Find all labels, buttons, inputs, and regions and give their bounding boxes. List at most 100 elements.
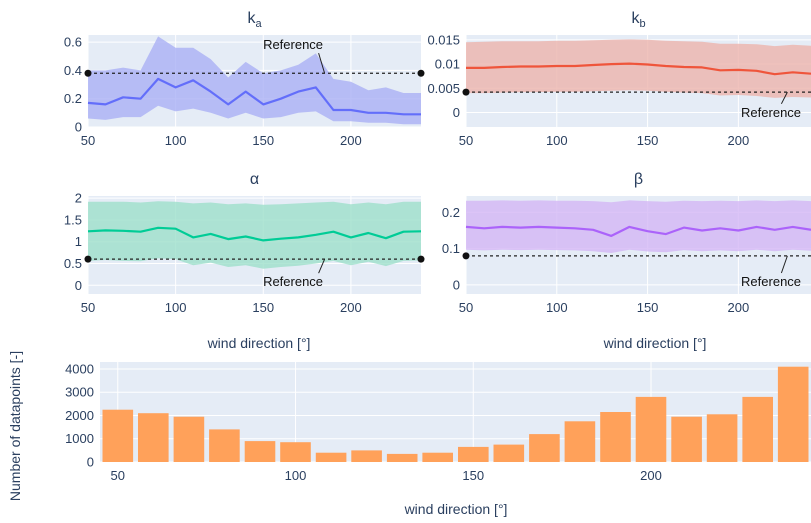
- subplot-kb: 50 100 150 200 0 0.005 0.01 0.015 Reference kb: [427, 10, 811, 148]
- reference-marker: [84, 69, 92, 77]
- uncertainty-band: [466, 39, 811, 98]
- reference-label: Reference: [741, 274, 801, 289]
- bar: [173, 416, 205, 462]
- y-tick-label: 0.1: [442, 241, 460, 256]
- series-line: [465, 225, 811, 237]
- uncertainty-band: [88, 201, 421, 269]
- x-tick-label: 200: [728, 300, 750, 315]
- x-tick-label: 150: [252, 300, 274, 315]
- bar: [671, 416, 702, 462]
- x-tick-label: 100: [546, 133, 568, 148]
- x-tick-label: 150: [637, 133, 659, 148]
- x-tick-label: 50: [81, 133, 95, 148]
- bar: [422, 452, 453, 462]
- bar: [529, 434, 560, 462]
- y-tick-label: 1: [75, 234, 82, 249]
- series-line: [87, 226, 422, 242]
- x-tick-label: 200: [728, 133, 750, 148]
- y-tick-label: 0: [75, 120, 82, 135]
- reference-marker: [417, 255, 425, 263]
- y-tick-label: 0: [453, 277, 460, 292]
- x-tick-label: 100: [546, 300, 568, 315]
- reference-label: Reference: [263, 274, 323, 289]
- xaxis-label-top-left: wind direction [°]: [207, 335, 311, 351]
- y-tick-label: 0: [87, 455, 94, 470]
- reference-pointer: [780, 91, 788, 105]
- y-tick-label: 4000: [65, 361, 94, 376]
- y-tick-label: 1000: [65, 431, 94, 446]
- x-tick-label: 150: [252, 133, 274, 148]
- bar: [706, 414, 738, 462]
- y-tick-label: 2: [75, 191, 82, 206]
- x-tick-label: 50: [81, 300, 95, 315]
- reference-label: Reference: [263, 37, 323, 52]
- x-tick-label: 50: [459, 133, 473, 148]
- subplot-title: β: [634, 171, 643, 188]
- y-tick-label: 0.005: [427, 81, 460, 96]
- subplot-beta: 50 100 150 200 0 0.1 0.2 Reference β: [442, 171, 811, 315]
- x-tick-label: 200: [640, 468, 662, 483]
- series-line: [87, 77, 421, 116]
- bar: [102, 409, 134, 462]
- subplot-title-subscript: b: [639, 18, 645, 30]
- y-tick-label: 0.4: [64, 63, 82, 78]
- bar: [209, 429, 240, 462]
- x-tick-label: 200: [340, 300, 362, 315]
- x-tick-label: 50: [459, 300, 473, 315]
- y-tick-label: 3000: [65, 385, 94, 400]
- reference-pointer: [318, 53, 326, 74]
- y-tick-label: 1.5: [64, 212, 82, 227]
- yaxis-label-datapoints: Number of datapoints [-]: [7, 351, 23, 501]
- bar: [600, 412, 631, 462]
- bar: [742, 396, 773, 462]
- x-tick-label: 100: [165, 133, 187, 148]
- y-tick-label: 0.6: [64, 35, 82, 50]
- x-tick-label: 100: [165, 300, 187, 315]
- reference-marker: [462, 252, 470, 260]
- bar: [280, 442, 311, 462]
- y-tick-label: 0.2: [442, 205, 460, 220]
- x-tick-label: 200: [340, 133, 362, 148]
- subplot-title: kb: [631, 10, 645, 30]
- x-tick-label: 150: [637, 300, 659, 315]
- y-tick-label: 0.01: [435, 57, 460, 72]
- x-tick-label: 50: [111, 468, 125, 483]
- reference-pointer: [780, 255, 788, 274]
- uncertainty-band: [466, 200, 811, 253]
- reference-marker: [417, 69, 425, 77]
- xaxis-label-top-right: wind direction [°]: [603, 335, 707, 351]
- reference-label: Reference: [741, 105, 801, 120]
- bar: [386, 453, 418, 462]
- y-tick-label: 2000: [65, 408, 94, 423]
- y-tick-label: 0.5: [64, 256, 82, 271]
- reference-marker: [84, 255, 92, 263]
- y-tick-label: 0: [75, 278, 82, 293]
- subplot-title: ka: [247, 10, 262, 30]
- bar: [138, 413, 169, 462]
- plot-background: [100, 362, 811, 462]
- bar: [458, 446, 489, 462]
- subplot-alpha: 50 100 150 200 0 0.5 1 1.5 2 Reference α: [64, 171, 425, 315]
- uncertainty-band: [88, 36, 421, 125]
- y-tick-label: 0.015: [427, 32, 460, 47]
- bar: [777, 366, 809, 462]
- series-line: [466, 62, 811, 76]
- bar: [564, 421, 596, 462]
- bar: [244, 441, 276, 462]
- x-tick-label: 100: [285, 468, 307, 483]
- bar: [635, 396, 667, 462]
- x-tick-label: 150: [462, 468, 484, 483]
- bar: [493, 444, 525, 462]
- xaxis-label-bottom: wind direction [°]: [404, 501, 508, 517]
- bar: [351, 450, 382, 462]
- y-tick-label: 0: [453, 105, 460, 120]
- y-tick-label: 0.2: [64, 91, 82, 106]
- reference-marker: [462, 88, 470, 96]
- subplot-title-subscript: a: [255, 18, 262, 30]
- reference-pointer: [318, 258, 326, 274]
- subplot-title: α: [250, 171, 259, 188]
- bar: [315, 452, 347, 462]
